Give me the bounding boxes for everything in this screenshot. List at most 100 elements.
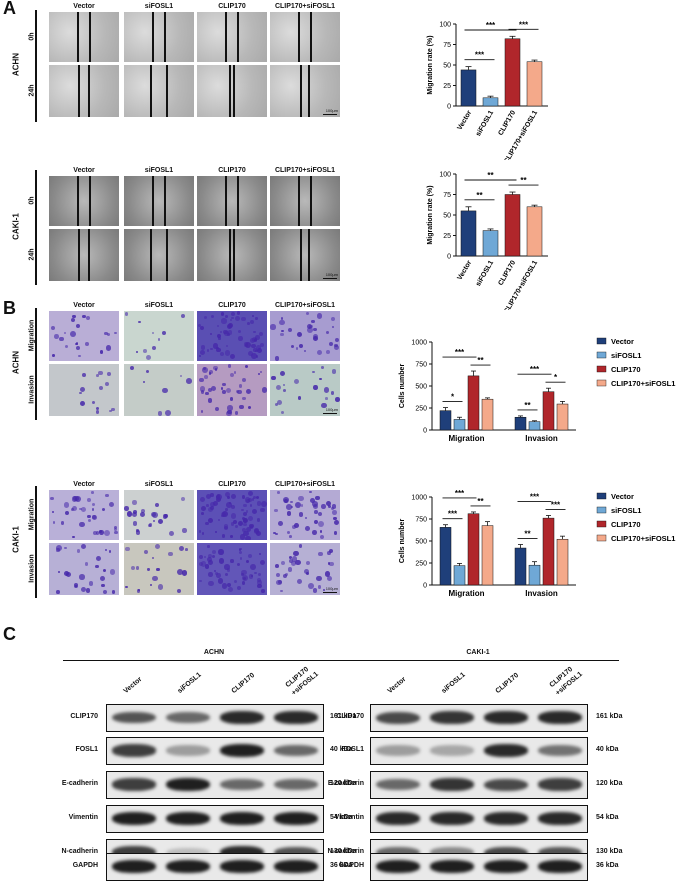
protein-band: [112, 744, 156, 757]
stained-cell: [230, 559, 234, 564]
kda-label: 40 kDa: [596, 746, 619, 753]
stained-cell: [176, 588, 182, 594]
stained-cell: [99, 576, 105, 582]
chart-b-achn-cells-number: 0 250 500 750 1000 Cells number Migration Invas…: [399, 337, 675, 443]
stained-cell: [81, 506, 87, 513]
stained-cell: [289, 558, 293, 563]
stained-cell: [106, 372, 111, 376]
stained-cell: [124, 506, 129, 511]
stained-cell: [237, 389, 242, 395]
stained-cell: [247, 497, 253, 503]
kda-label: 54 kDa: [596, 814, 619, 821]
stained-cell: [95, 406, 100, 411]
stained-cell: [248, 490, 254, 497]
significance-label: **: [487, 171, 494, 180]
stained-cell: [334, 338, 340, 343]
stained-cell: [51, 510, 55, 514]
stained-cell: [258, 372, 261, 375]
bracket-line: [35, 486, 37, 598]
stained-cell: [225, 315, 228, 318]
kda-label: 40 kDa: [330, 746, 353, 753]
stained-cell: [207, 559, 213, 565]
stained-cell: [86, 316, 90, 321]
stained-cell: [244, 535, 251, 540]
bar: [504, 38, 521, 107]
stained-cell: [52, 354, 55, 357]
y-tick-label: 250: [415, 406, 427, 413]
cell-line-label: ACHN: [11, 350, 21, 375]
stained-cell: [255, 350, 258, 353]
stained-cell: [291, 524, 296, 529]
stained-cell: [238, 336, 243, 341]
stained-cell: [231, 494, 236, 500]
stained-cell: [125, 547, 130, 552]
protein-band: [376, 745, 420, 756]
stained-cell: [176, 568, 183, 575]
stained-cell: [331, 506, 335, 510]
stained-cell: [261, 387, 267, 394]
wound-edge-line: [225, 12, 227, 62]
stained-cell: [80, 401, 86, 407]
protein-band: [166, 860, 210, 873]
protein-band: [484, 778, 528, 791]
stained-cell: [251, 315, 254, 318]
stained-cell: [208, 580, 215, 587]
stained-cell: [328, 505, 332, 509]
y-axis-label: Migration rate (%): [427, 185, 434, 244]
stained-cell: [227, 333, 230, 336]
protein-label: Vimentin: [334, 814, 364, 821]
stained-cell: [130, 565, 136, 571]
stained-cell: [287, 327, 292, 332]
stained-cell: [259, 332, 264, 336]
stained-cell: [328, 341, 334, 347]
bar: [514, 416, 527, 431]
stained-cell: [220, 387, 224, 390]
stained-cell: [319, 378, 322, 381]
legend-label: CLIP170: [611, 520, 641, 529]
stained-cell: [236, 311, 241, 315]
protein-band: [220, 744, 264, 757]
transwell-image: [197, 490, 267, 540]
wound-image: [270, 12, 340, 62]
bar: [528, 421, 541, 431]
stained-cell: [126, 511, 133, 517]
stained-cell: [154, 543, 160, 549]
stained-cell: [79, 392, 82, 395]
stained-cell: [223, 524, 229, 529]
stained-cell: [199, 325, 205, 330]
stained-cell: [113, 528, 117, 531]
lane-label: CLIP170: [494, 671, 521, 695]
bar: [514, 547, 527, 586]
stained-cell: [111, 407, 115, 411]
stained-cell: [216, 346, 219, 350]
kda-label: 36 kDa: [330, 862, 353, 869]
protein-band: [112, 778, 156, 791]
stained-cell: [63, 501, 70, 508]
stained-cell: [241, 508, 244, 512]
x-tick-label: siFOSL1: [475, 109, 495, 137]
x-tick-label: CLIP170: [497, 259, 517, 287]
transwell-image: 100μm: [270, 543, 340, 595]
protein-band: [112, 812, 156, 825]
significance-label: ***: [530, 365, 540, 374]
bar: [528, 564, 541, 586]
protein-band: [484, 744, 528, 757]
significance-label: ***: [486, 21, 496, 30]
bar: [439, 410, 452, 431]
stained-cell: [95, 564, 99, 569]
wound-image: [124, 12, 194, 62]
significance-label: **: [476, 191, 483, 200]
scale-bar-label: 100μm: [325, 108, 338, 113]
stained-cell: [181, 570, 187, 576]
stained-cell: [240, 573, 244, 577]
stained-cell: [248, 351, 254, 357]
blot-cell-line-title: ACHN: [203, 649, 225, 656]
stained-cell: [206, 557, 212, 563]
blot-strip: [106, 771, 324, 799]
wound-edge-line: [152, 12, 154, 62]
stained-cell: [132, 500, 137, 505]
stained-cell: [61, 521, 65, 525]
protein-band: [484, 860, 528, 873]
stained-cell: [316, 349, 323, 355]
stained-cell: [334, 345, 340, 351]
